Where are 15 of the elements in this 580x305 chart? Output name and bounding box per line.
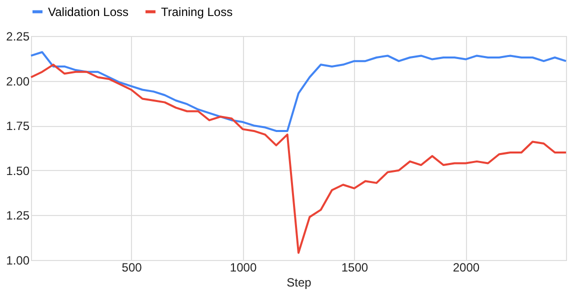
x-tick-label: 1500: [341, 260, 368, 274]
x-axis-title: Step: [286, 276, 312, 290]
y-tick-label: 2.00: [6, 74, 30, 88]
legend-label: Training Loss: [161, 4, 233, 19]
y-tick-label: 1.50: [6, 164, 30, 178]
line-series: [30, 64, 567, 254]
y-tick-label: 1.75: [6, 119, 30, 134]
y-tick-label: 1.00: [6, 254, 30, 268]
x-tick-label: 2000: [452, 260, 480, 274]
x-tick-label: 1000: [230, 260, 257, 274]
legend-label: Validation Loss: [48, 4, 128, 19]
x-tick-label: 500: [122, 260, 142, 274]
y-tick-label: 1.25: [6, 208, 30, 223]
y-tick-label: 2.25: [6, 30, 30, 44]
line-series: [30, 51, 567, 132]
